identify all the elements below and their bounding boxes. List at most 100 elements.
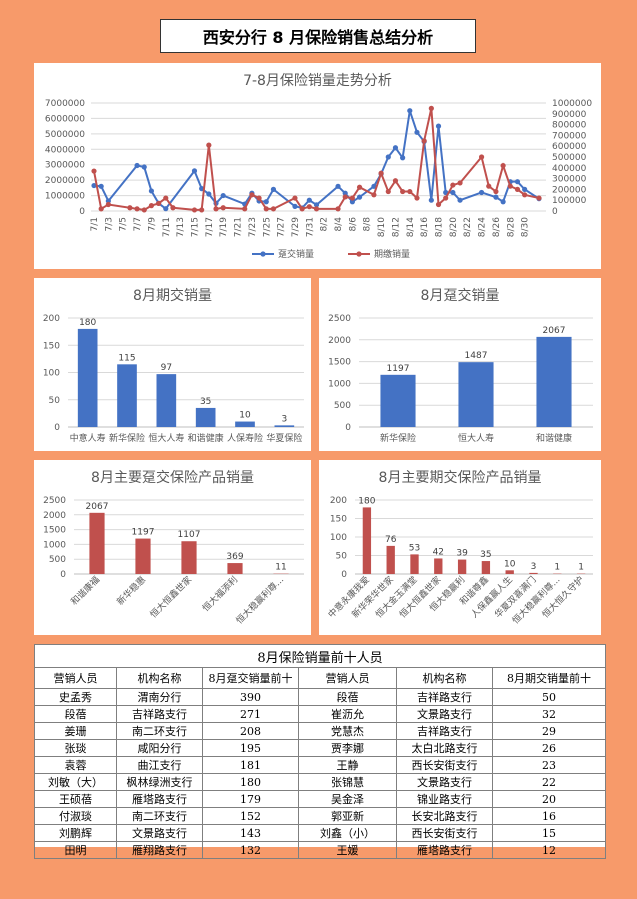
y-tick-label: 0 [341, 570, 347, 580]
y-right-tick-label: 400000 [552, 164, 587, 174]
table-cell: 吉祥路支行 [116, 705, 203, 723]
data-point-period [385, 188, 391, 195]
y-right-tick-label: 300000 [552, 175, 587, 185]
table-cell: 23 [492, 756, 606, 774]
y-left-tick-label: 0 [79, 207, 85, 217]
bar [410, 554, 419, 574]
y-right-tick-label: 0 [552, 207, 558, 217]
data-point-period [148, 203, 155, 209]
data-point-period [306, 204, 312, 210]
data-point-lump [385, 154, 391, 160]
trend-chart: 7-8月保险销量走势分析0100000020000003000000400000… [45, 73, 592, 260]
table-cell: 20 [492, 790, 606, 808]
table-cell: 西长安街支行 [396, 756, 493, 774]
table-cell: 锦业路支行 [396, 790, 493, 808]
y-right-tick-label: 200000 [552, 185, 587, 195]
data-point-lump [478, 189, 485, 196]
bar [457, 559, 467, 574]
y-right-tick-label: 700000 [552, 131, 587, 141]
data-point-period [292, 195, 298, 201]
x-tick-label: 华夏保险 [266, 432, 302, 444]
x-tick-label: 7/29 [291, 217, 301, 237]
data-label: 35 [480, 550, 491, 560]
table-cell: 刘鹏辉 [34, 824, 117, 842]
bar [380, 374, 416, 427]
table-cell: 张锦慧 [298, 773, 397, 791]
table-cell: 390 [202, 688, 299, 706]
table-cell: 179 [202, 790, 299, 808]
data-point-period [191, 207, 198, 213]
data-point-lump [392, 145, 399, 151]
table-cell: 郭亚新 [298, 807, 397, 825]
data-point-lump [371, 183, 377, 189]
data-point-period [199, 207, 205, 213]
chart-title: 8月期交销量 [133, 287, 212, 304]
data-point-period [493, 188, 499, 195]
data-point-period [414, 195, 420, 201]
data-point-lump [356, 194, 363, 200]
x-tick-label: 新华稳惠 [114, 574, 148, 608]
data-point-lump [306, 197, 312, 203]
x-tick-label: 7/9 [147, 217, 157, 232]
data-label: 2067 [543, 326, 566, 336]
data-label: 42 [433, 547, 444, 557]
data-point-period [91, 168, 97, 174]
y-tick-label: 0 [60, 570, 66, 580]
data-point-period [400, 188, 406, 195]
x-tick-label: 中意永康我爱 [325, 574, 372, 621]
data-point-lump [400, 155, 406, 161]
table-cell: 袁蓉 [34, 756, 117, 774]
data-point-lump [349, 199, 355, 205]
y-tick-label: 2500 [328, 314, 351, 324]
y-tick-label: 2000 [328, 336, 351, 346]
page-title: 西安分行 8 月保险销售总结分析 [160, 19, 476, 53]
data-point-lump [428, 197, 434, 203]
bar [434, 558, 443, 574]
y-tick-label: 200 [43, 314, 60, 324]
data-point-lump [514, 179, 521, 185]
y-tick-label: 500 [49, 555, 66, 565]
data-point-period [536, 195, 542, 201]
y-left-tick-label: 5000000 [45, 130, 85, 140]
data-point-lump [270, 186, 277, 192]
table-header-cell: 机构名称 [396, 667, 493, 689]
table-cell: 雁塔路支行 [396, 841, 493, 859]
bar [536, 336, 572, 427]
data-label: 35 [200, 397, 211, 407]
data-point-period [407, 188, 413, 195]
table-cell: 吉祥路支行 [396, 688, 493, 706]
x-tick-label: 8/2 [320, 217, 330, 231]
data-point-lump [407, 108, 413, 114]
legend-label: 趸交销量 [278, 248, 314, 260]
y-tick-label: 100 [43, 369, 60, 379]
chart-title: 8月主要期交保险产品销量 [379, 469, 542, 486]
x-tick-label: 和谐健康 [188, 432, 224, 444]
data-point-lump [335, 183, 341, 189]
x-tick-label: 恒大福添利 [200, 574, 240, 614]
y-tick-label: 1000 [328, 379, 351, 389]
x-tick-label: 7/25 [262, 217, 272, 237]
y-right-tick-label: 900000 [552, 110, 587, 120]
table-cell: 50 [492, 688, 606, 706]
data-point-period [342, 194, 348, 200]
data-point-lump [148, 188, 155, 194]
data-point-period [500, 163, 506, 169]
table-header-cell: 8月趸交销量前十 [202, 667, 299, 689]
x-tick-label: 8/22 [463, 217, 473, 237]
y-tick-label: 0 [345, 423, 351, 433]
data-point-period [127, 205, 133, 211]
table-cell: 雁翔路支行 [116, 841, 203, 859]
x-tick-label: 8/18 [435, 217, 445, 237]
data-label: 1 [554, 563, 560, 573]
table-cell: 181 [202, 756, 299, 774]
table-cell: 王硕蓓 [34, 790, 117, 808]
lump-products-chart-panel: 8月主要趸交保险产品销量 0 500 1000 1500 2000 2500 2067 和谐康福… [34, 460, 311, 635]
y-left-tick-label: 6000000 [45, 114, 85, 124]
y-left-tick-label: 7000000 [45, 99, 85, 109]
y-tick-label: 1000 [43, 540, 66, 550]
table-cell: 付淑琰 [34, 807, 117, 825]
x-tick-label: 新华保险 [109, 432, 145, 444]
data-point-lump [141, 164, 147, 170]
table-row: 刘鹏辉 文景路支行 143 刘鑫（小） 西长安街支行 15 [34, 824, 606, 842]
